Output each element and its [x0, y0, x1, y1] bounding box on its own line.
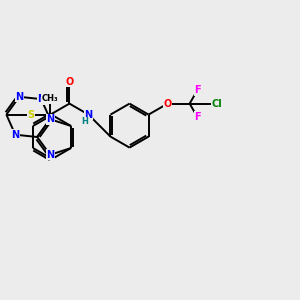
Text: CH₃: CH₃ — [42, 94, 58, 103]
Text: N: N — [46, 150, 54, 160]
Text: N: N — [84, 110, 92, 120]
Text: O: O — [164, 99, 172, 109]
Text: F: F — [194, 112, 201, 122]
Text: H: H — [81, 117, 88, 126]
Text: Cl: Cl — [211, 99, 222, 109]
Text: F: F — [194, 85, 201, 95]
Text: O: O — [65, 76, 74, 87]
Text: N: N — [15, 92, 23, 102]
Text: N: N — [46, 114, 54, 124]
Text: N: N — [11, 130, 20, 140]
Text: N: N — [37, 94, 45, 104]
Text: S: S — [27, 110, 34, 120]
